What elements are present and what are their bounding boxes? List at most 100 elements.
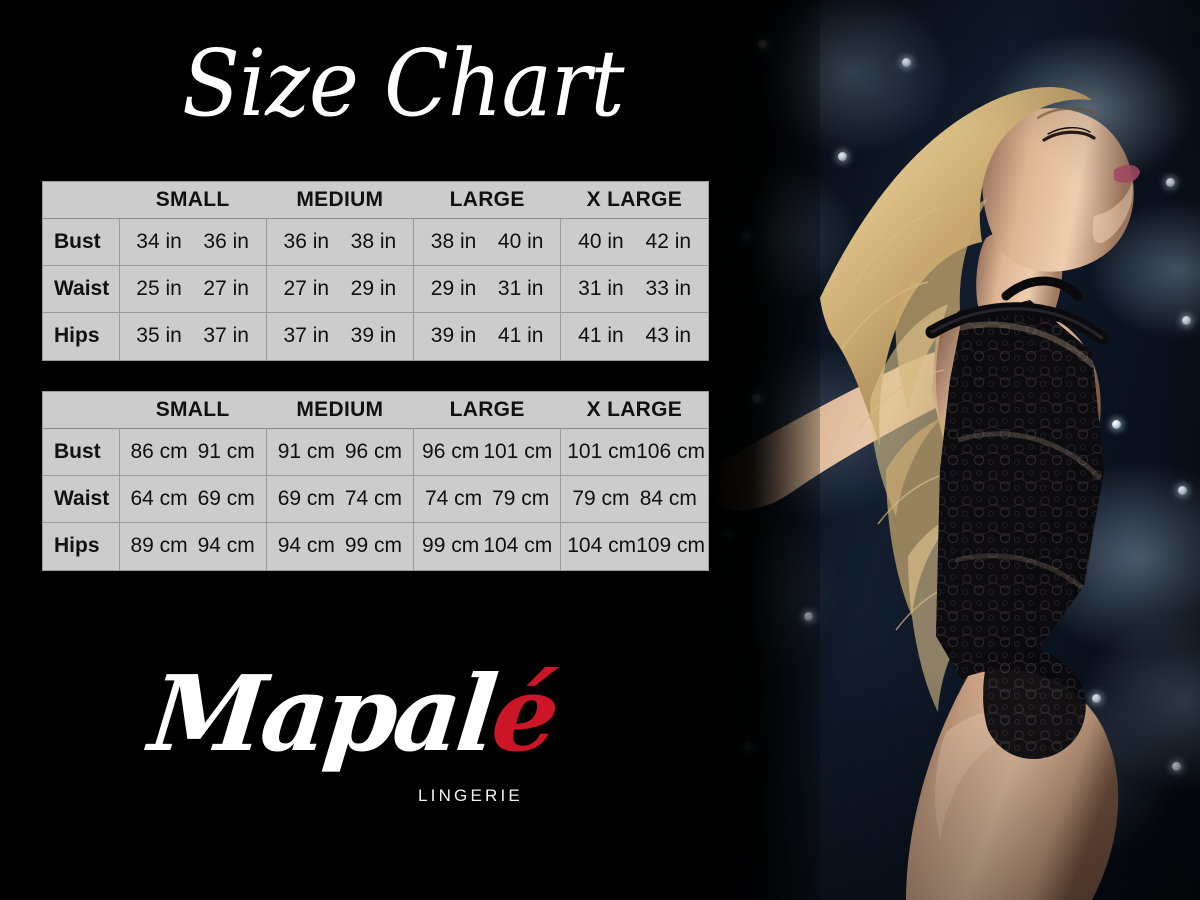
column-header-xlarge: X LARGE [560, 182, 708, 219]
value-min: 34 in [136, 230, 182, 253]
brand-tagline: LINGERIE [418, 786, 523, 805]
value-max: 74 cm [344, 487, 403, 510]
value-max: 104 cm [483, 534, 553, 558]
value-min: 39 in [430, 324, 477, 348]
value-max: 29 in [350, 277, 397, 300]
size-table-inches: SMALL MEDIUM LARGE X LARGE Bust 34 in 36… [43, 182, 708, 360]
model-photo [700, 0, 1200, 900]
cell-waist-small: 64 cm 69 cm [119, 475, 267, 523]
column-header-large: LARGE [413, 392, 561, 429]
cell-bust-xlarge: 101 cm 106 cm [560, 428, 708, 476]
row-label-waist: Waist [43, 265, 120, 313]
value-min: 38 in [430, 230, 477, 253]
value-min: 79 cm [572, 487, 630, 510]
brand-name-main: Mapal [144, 652, 500, 775]
value-min: 91 cm [277, 440, 335, 463]
cell-hips-xlarge: 41 in 43 in [560, 312, 708, 360]
cell-hips-small: 89 cm 94 cm [119, 522, 267, 570]
table-header-row: SMALL MEDIUM LARGE X LARGE [43, 392, 708, 429]
table-row: Hips 35 in 37 in 37 in 39 in 39 in 41 in… [43, 312, 708, 360]
table-row: Waist 25 in 27 in 27 in 29 in 29 in 31 i… [43, 265, 708, 313]
column-header-xlarge: X LARGE [560, 392, 708, 429]
row-label-bust: Bust [43, 428, 120, 476]
table-row: Hips 89 cm 94 cm 94 cm 99 cm 99 cm 104 c… [43, 522, 708, 570]
table-row: Waist 64 cm 69 cm 69 cm 74 cm 74 cm 79 c… [43, 475, 708, 523]
brand-logo: Mapalé LINGERIE [144, 652, 590, 825]
cell-waist-medium: 27 in 29 in [266, 265, 415, 313]
value-max: 69 cm [197, 487, 255, 510]
column-header-medium: MEDIUM [266, 392, 414, 429]
value-min: 29 in [430, 277, 477, 300]
row-label-hips: Hips [43, 312, 120, 360]
value-min: 74 cm [424, 487, 483, 510]
cell-hips-xlarge: 104 cm 109 cm [560, 522, 708, 570]
cell-hips-large: 99 cm 104 cm [413, 522, 562, 570]
column-header-large: LARGE [413, 182, 561, 219]
cell-hips-small: 35 in 37 in [119, 312, 267, 360]
cell-hips-medium: 94 cm 99 cm [266, 522, 415, 570]
table-row: Bust 86 cm 91 cm 91 cm 96 cm 96 cm 101 c… [43, 428, 708, 476]
value-min: 99 cm [422, 534, 480, 558]
table-header-row: SMALL MEDIUM LARGE X LARGE [43, 182, 708, 219]
value-max: 106 cm [636, 440, 705, 463]
value-max: 36 in [203, 230, 249, 253]
cell-bust-xlarge: 40 in 42 in [560, 218, 708, 266]
value-max: 94 cm [197, 534, 255, 558]
value-min: 41 in [578, 324, 624, 348]
value-max: 43 in [645, 324, 692, 348]
cell-waist-medium: 69 cm 74 cm [266, 475, 415, 523]
value-max: 37 in [203, 324, 249, 348]
value-min: 86 cm [130, 440, 188, 463]
value-max: 91 cm [197, 440, 255, 463]
value-max: 42 in [645, 230, 692, 253]
value-max: 38 in [350, 230, 397, 253]
cell-waist-large: 29 in 31 in [413, 265, 562, 313]
cell-bust-medium: 91 cm 96 cm [266, 428, 415, 476]
cell-bust-small: 34 in 36 in [119, 218, 267, 266]
value-max: 31 in [497, 277, 544, 300]
cell-hips-medium: 37 in 39 in [266, 312, 415, 360]
column-header-medium: MEDIUM [266, 182, 414, 219]
value-min: 101 cm [567, 440, 637, 463]
value-min: 31 in [578, 277, 624, 300]
value-min: 64 cm [130, 487, 188, 510]
corner-header [43, 392, 119, 429]
page-title: Size Chart [182, 30, 625, 137]
value-min: 89 cm [130, 534, 188, 558]
value-max: 40 in [497, 230, 544, 253]
value-max: 109 cm [636, 534, 705, 558]
value-min: 40 in [578, 230, 624, 253]
value-min: 94 cm [277, 534, 335, 558]
cell-bust-medium: 36 in 38 in [266, 218, 415, 266]
cell-waist-xlarge: 31 in 33 in [560, 265, 708, 313]
value-max: 41 in [497, 324, 544, 348]
value-max: 96 cm [344, 440, 403, 463]
value-min: 104 cm [567, 534, 637, 558]
row-label-waist: Waist [43, 475, 120, 523]
cell-hips-large: 39 in 41 in [413, 312, 562, 360]
row-label-bust: Bust [43, 218, 120, 266]
cell-bust-small: 86 cm 91 cm [119, 428, 267, 476]
cell-bust-large: 38 in 40 in [413, 218, 562, 266]
value-min: 96 cm [422, 440, 480, 463]
photo-vignette [700, 0, 1200, 900]
column-header-small: SMALL [119, 182, 267, 219]
brand-wordmark: Mapalé [143, 652, 597, 785]
value-max: 84 cm [639, 487, 697, 510]
cell-bust-large: 96 cm 101 cm [413, 428, 562, 476]
column-header-small: SMALL [119, 392, 267, 429]
brand-name-accent: é [486, 652, 562, 775]
value-max: 99 cm [344, 534, 403, 558]
cell-waist-large: 74 cm 79 cm [413, 475, 562, 523]
value-min: 36 in [283, 230, 330, 253]
value-min: 35 in [136, 324, 182, 348]
table-row: Bust 34 in 36 in 36 in 38 in 38 in 40 in… [43, 218, 708, 266]
value-max: 39 in [350, 324, 397, 348]
cell-waist-xlarge: 79 cm 84 cm [560, 475, 708, 523]
size-table-centimeters: SMALL MEDIUM LARGE X LARGE Bust 86 cm 91… [43, 392, 708, 570]
value-max: 79 cm [492, 487, 550, 510]
value-min: 69 cm [277, 487, 335, 510]
value-max: 27 in [203, 277, 249, 300]
value-max: 33 in [645, 277, 692, 300]
